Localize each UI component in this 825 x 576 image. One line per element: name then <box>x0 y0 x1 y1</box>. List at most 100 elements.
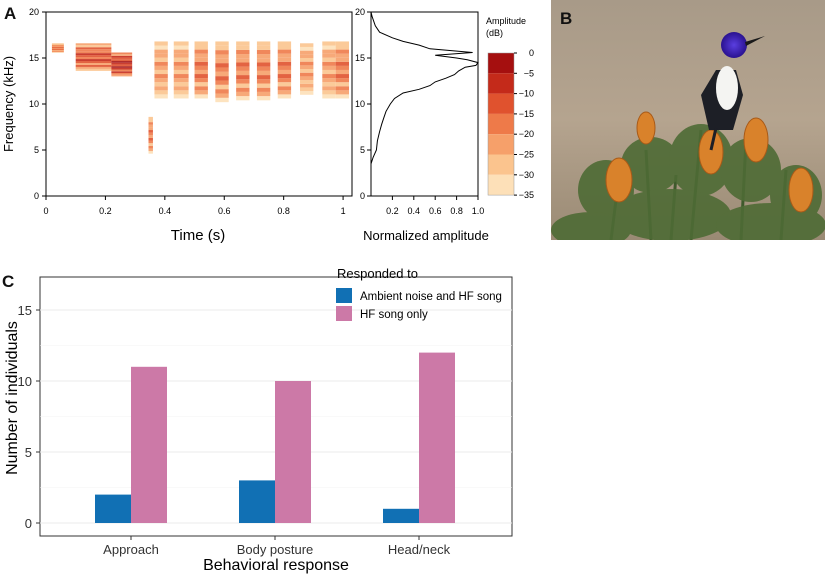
spectrogram-note-4-cell <box>154 69 168 75</box>
spectrogram-note-1-cell <box>75 55 112 58</box>
spectrogram-note-9-cell <box>256 58 271 63</box>
spectrogram-note-3-cell <box>148 137 153 141</box>
spectrogram-note-0-cell <box>51 45 64 47</box>
spectrogram-note-13-cell <box>335 78 350 83</box>
spectrogram-note-9-cell <box>256 49 271 55</box>
amplitude-y-tick-label: 15 <box>355 53 365 63</box>
amplitude-x-ticks: 0.2 0.4 0.6 0.8 1.0 <box>386 196 484 216</box>
spectrogram-note-10-cell <box>277 45 292 50</box>
spectrogram-note-13-cell <box>335 65 350 70</box>
spectrogram-note-6-cell <box>194 53 208 58</box>
spectrogram-note-5-cell <box>173 90 189 95</box>
spectrogram-note-12-cell <box>322 78 336 83</box>
spectrogram-note-13-cell <box>335 74 350 79</box>
spectrogram-note-0-cell <box>51 50 64 52</box>
spectrogram-note-3-cell <box>148 132 153 136</box>
amplitude-x-tick-label: 0.8 <box>450 206 463 216</box>
spectrogram-note-11-cell <box>300 65 314 70</box>
bar-chart-x-tick-label: Approach <box>103 542 159 557</box>
spectrogram-note-4-cell <box>154 90 168 95</box>
amplitude-y-tick-label: 5 <box>360 145 365 155</box>
amplitude-frame <box>370 11 479 197</box>
spectrogram-note-13-cell <box>335 49 350 54</box>
spectrogram-note-0-cell <box>51 47 64 49</box>
spectrogram-note-12-cell <box>322 41 336 46</box>
spectrogram-x-tick-label: 0.8 <box>277 206 290 216</box>
spectrogram-note-8-cell <box>236 41 250 46</box>
bar-hf-approach <box>131 366 167 523</box>
spectrogram-note-9-cell <box>256 62 271 67</box>
spectrogram-x-ticks: 0 0.2 0.4 0.6 0.8 1 <box>43 196 346 216</box>
spectrogram-note-3-cell <box>148 135 153 138</box>
spectrogram-note-11-cell <box>300 46 314 51</box>
spectrogram-note-9-cell <box>256 83 271 88</box>
spectrogram-note-1-cell <box>75 57 112 60</box>
spectrogram-y-tick-label: 10 <box>29 99 39 109</box>
spectrogram-note-4-cell <box>154 61 168 66</box>
spectrogram-note-13-cell <box>335 41 350 46</box>
spectrogram-note-5-cell <box>173 69 189 75</box>
spectrogram-note-7-cell <box>215 89 229 94</box>
spectrogram-note-10-cell <box>277 78 292 83</box>
spectrogram-note-3-cell <box>148 143 153 146</box>
spectrogram-note-6-cell <box>194 86 208 91</box>
spectrogram-note-9-cell <box>256 75 271 80</box>
spectrogram-note-6-cell <box>194 41 208 46</box>
legend-label-ambient: Ambient noise and HF song <box>360 291 502 303</box>
spectrogram-note-2-cell <box>111 69 133 72</box>
spectrogram-note-9-cell <box>256 96 271 101</box>
spectrogram-note-10-cell <box>277 82 292 87</box>
spectrogram-note-5-cell <box>173 86 189 91</box>
spectrogram-note-12-cell <box>322 74 336 79</box>
spectrogram-note-2-cell <box>111 55 133 58</box>
spectrogram-note-1-cell <box>75 43 112 46</box>
spectrogram-note-5-cell <box>173 45 189 50</box>
amplitude-x-tick-label: 0.4 <box>408 206 421 216</box>
spectrogram-note-6-cell <box>194 78 208 83</box>
bar-chart-y-ticks: 0 5 10 15 <box>18 303 40 531</box>
colorbar-cell <box>488 174 514 196</box>
spectrogram-note-5-cell <box>173 82 189 87</box>
spectrogram-note-8-cell <box>236 91 250 97</box>
bar-chart: 0 5 10 15 Approach Body posture Head/neck Num… <box>4 266 513 574</box>
spectrogram-note-11-cell <box>300 80 314 84</box>
panel-label-c: C <box>2 272 15 291</box>
bar-chart-x-ticks: Approach Body posture Head/neck <box>103 536 451 557</box>
spectrogram-y-tick-label: 0 <box>34 191 39 201</box>
spectrogram-note-1-cell <box>75 61 112 63</box>
spectrogram-note-1-cell <box>75 53 112 56</box>
spectrogram-note-3-cell <box>148 130 153 133</box>
spectrogram-note-8-cell <box>236 87 250 92</box>
spectrogram-note-5-cell <box>173 41 189 46</box>
spectrogram-note-6-cell <box>194 69 208 75</box>
spectrogram-note-0-cell <box>51 43 64 45</box>
spectrogram-note-2-cell <box>111 64 133 67</box>
spectrogram-note-8-cell <box>236 49 250 55</box>
spectrogram-note-12-cell <box>322 57 336 62</box>
spectrogram-note-7-cell <box>215 67 229 72</box>
spectrogram-note-12-cell <box>322 82 336 87</box>
colorbar: Amplitude (dB) 0 −5 −10 −15 −20 −25 −30 −35 <box>486 16 534 200</box>
spectrogram-note-2-cell <box>111 54 133 56</box>
bar-chart-y-tick-label: 15 <box>18 303 32 318</box>
colorbar-cell <box>488 73 514 94</box>
spectrogram-note-3-cell <box>148 122 153 125</box>
spectrogram-note-0-cell <box>51 43 64 45</box>
spectrogram-note-8-cell <box>236 79 250 84</box>
spectrogram-note-2-cell <box>111 62 133 65</box>
spectrogram-x-label: Time (s) <box>171 227 225 244</box>
spectrogram-note-7-cell <box>215 80 229 85</box>
spectrogram-note-12-cell <box>322 53 336 58</box>
spectrogram-note-8-cell <box>236 58 250 63</box>
spectrogram-x-tick-label: 0.2 <box>99 206 112 216</box>
bar-chart-x-tick-label: Body posture <box>237 542 314 557</box>
spectrogram-note-3-cell <box>148 116 153 120</box>
spectrogram-note-4-cell <box>154 94 168 99</box>
spectrogram-note-3-cell <box>148 140 153 144</box>
spectrogram-note-12-cell <box>322 86 336 91</box>
legend-label-hf: HF song only <box>360 309 428 321</box>
amplitude-x-label: Normalized amplitude <box>363 228 489 243</box>
spectrogram-note-8-cell <box>236 75 250 80</box>
spectrogram-y-label: Frequency (kHz) <box>1 56 16 152</box>
spectrogram-note-2-cell <box>111 71 133 73</box>
